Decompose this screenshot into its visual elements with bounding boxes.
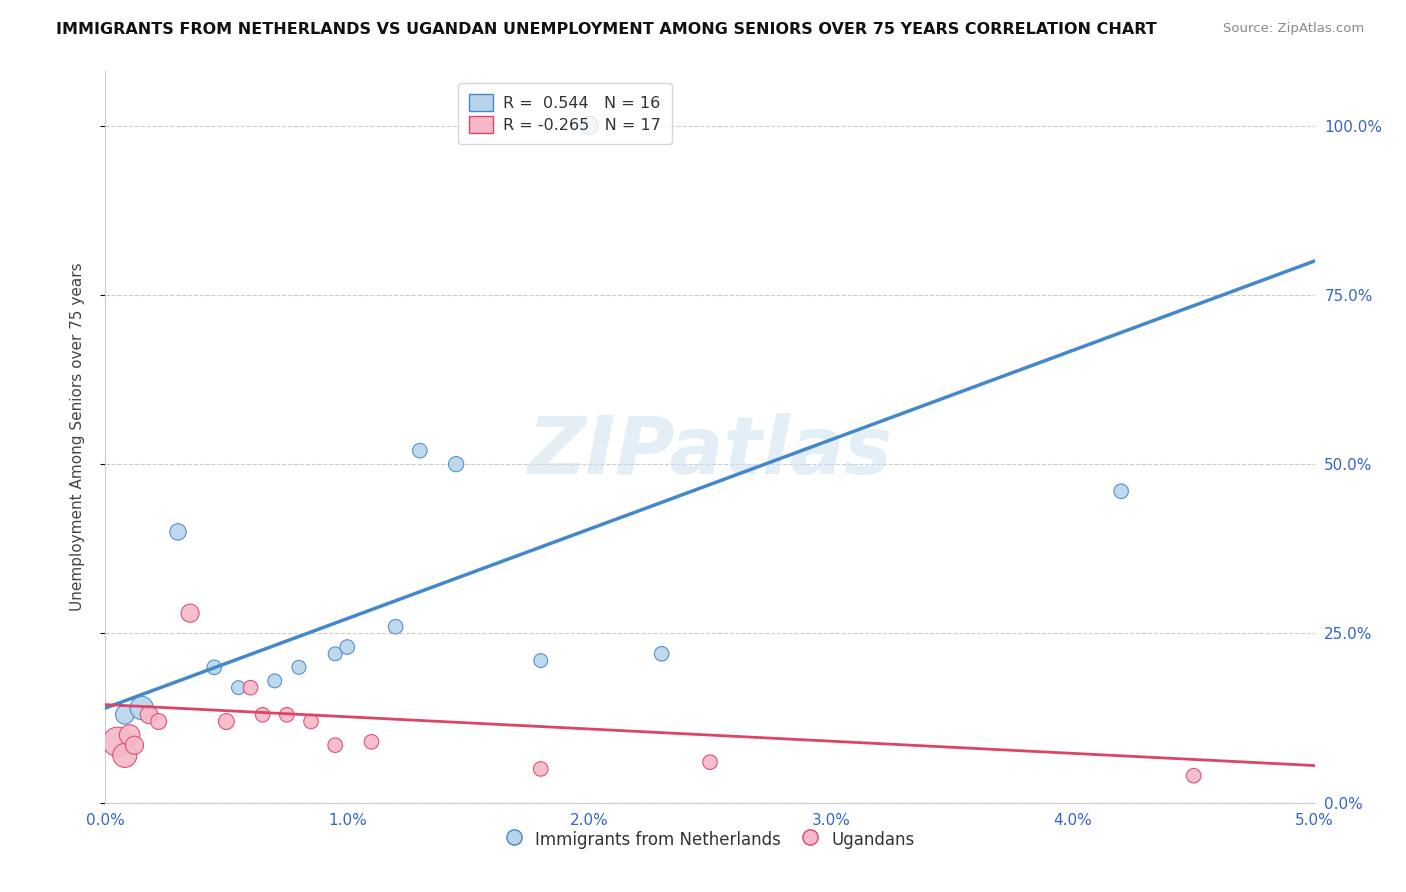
Y-axis label: Unemployment Among Seniors over 75 years: Unemployment Among Seniors over 75 years <box>70 263 84 611</box>
Point <box>323 738 346 752</box>
Point <box>530 654 553 668</box>
Point <box>1109 484 1132 499</box>
Point <box>409 443 432 458</box>
Point <box>699 755 721 769</box>
Point <box>360 735 382 749</box>
Point <box>288 660 311 674</box>
Point <box>114 707 136 722</box>
Point <box>118 728 141 742</box>
Point <box>114 748 136 763</box>
Legend: Immigrants from Netherlands, Ugandans: Immigrants from Netherlands, Ugandans <box>499 823 921 856</box>
Point <box>384 620 406 634</box>
Point <box>228 681 250 695</box>
Point <box>276 707 298 722</box>
Point <box>138 707 160 722</box>
Point <box>1182 769 1205 783</box>
Point <box>323 647 346 661</box>
Point <box>578 119 600 133</box>
Point <box>148 714 170 729</box>
Point <box>202 660 225 674</box>
Point <box>252 707 274 722</box>
Point <box>215 714 238 729</box>
Text: ZIPatlas: ZIPatlas <box>527 413 893 491</box>
Point <box>179 606 201 620</box>
Point <box>124 738 146 752</box>
Point <box>530 762 553 776</box>
Text: Source: ZipAtlas.com: Source: ZipAtlas.com <box>1223 22 1364 36</box>
Point <box>336 640 359 654</box>
Point <box>107 735 129 749</box>
Point <box>131 701 153 715</box>
Point <box>651 647 673 661</box>
Point <box>167 524 190 539</box>
Point <box>263 673 285 688</box>
Point <box>299 714 322 729</box>
Point <box>444 457 467 471</box>
Point <box>239 681 262 695</box>
Text: IMMIGRANTS FROM NETHERLANDS VS UGANDAN UNEMPLOYMENT AMONG SENIORS OVER 75 YEARS : IMMIGRANTS FROM NETHERLANDS VS UGANDAN U… <box>56 22 1157 37</box>
